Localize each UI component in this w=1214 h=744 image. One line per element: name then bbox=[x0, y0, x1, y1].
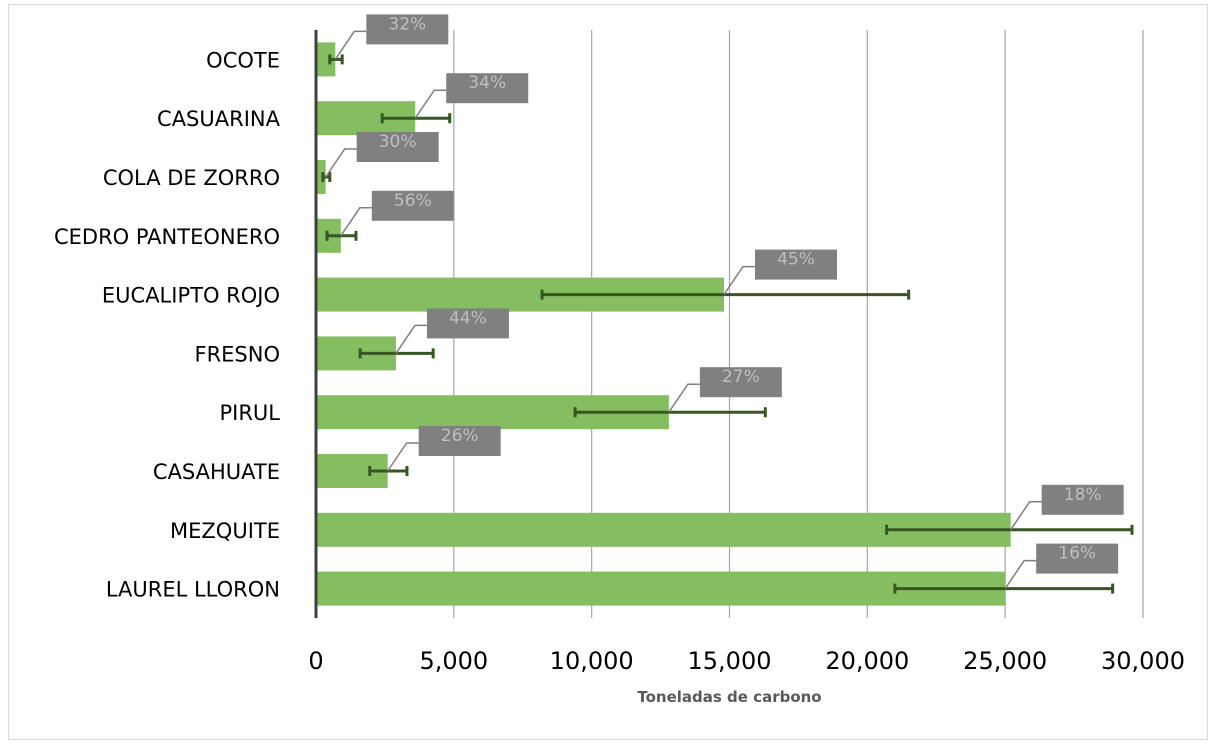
data-label: 16% bbox=[1058, 544, 1096, 564]
x-axis-title: Toneladas de carbono bbox=[637, 688, 821, 706]
category-label: MEZQUITE bbox=[170, 519, 280, 543]
category-label: CASAHUATE bbox=[153, 460, 280, 484]
x-tick-label: 20,000 bbox=[825, 647, 909, 675]
data-label-box bbox=[366, 14, 449, 45]
x-tick-label: 25,000 bbox=[963, 647, 1047, 675]
category-label: OCOTE bbox=[206, 48, 280, 72]
bar bbox=[317, 160, 326, 194]
data-label: 32% bbox=[388, 14, 426, 34]
category-label: EUCALIPTO ROJO bbox=[102, 284, 280, 308]
bar bbox=[317, 571, 1006, 606]
data-label: 34% bbox=[468, 73, 506, 93]
data-label: 44% bbox=[449, 308, 487, 328]
data-label-box bbox=[754, 249, 837, 280]
category-labels: OCOTE CASUARINA COLA DE ZORRO CEDRO PANTEON… bbox=[54, 48, 281, 601]
data-labels: 32% 34% 30% 56% 45% 44% 27% 26% 18% 16% bbox=[325, 14, 1124, 590]
data-label-box bbox=[356, 132, 439, 162]
data-label-leader bbox=[414, 89, 447, 119]
data-label: 45% bbox=[777, 250, 815, 270]
data-label-box bbox=[371, 190, 454, 221]
x-tick-label: 30,000 bbox=[1101, 647, 1185, 675]
data-label: 27% bbox=[722, 367, 760, 387]
data-label-leader bbox=[668, 383, 700, 413]
data-label-leader bbox=[334, 30, 367, 60]
bar bbox=[317, 42, 336, 77]
bars bbox=[317, 42, 1011, 606]
data-label-leader bbox=[325, 148, 357, 178]
x-tick-label: 0 bbox=[308, 647, 323, 675]
data-label: 18% bbox=[1064, 485, 1102, 505]
data-label: 56% bbox=[394, 191, 432, 211]
data-label-box bbox=[426, 308, 509, 339]
data-label-box bbox=[446, 73, 529, 104]
data-label: 30% bbox=[379, 132, 417, 152]
category-label: FRESNO bbox=[194, 342, 280, 366]
data-label-box bbox=[418, 426, 501, 456]
data-label-box bbox=[699, 367, 782, 398]
x-tick-labels: 0 5,000 10,000 15,000 20,000 25,000 30,000 bbox=[308, 647, 1185, 675]
data-label: 26% bbox=[441, 426, 479, 446]
data-label-leader bbox=[1004, 559, 1037, 590]
x-tick-label: 5,000 bbox=[419, 647, 488, 675]
data-label-box bbox=[1036, 543, 1119, 574]
category-label: CEDRO PANTEONERO bbox=[54, 225, 280, 249]
data-label-box bbox=[1041, 484, 1124, 515]
x-tick-label: 10,000 bbox=[550, 647, 634, 675]
data-label-leader bbox=[340, 207, 372, 237]
data-label-leader bbox=[395, 324, 427, 354]
category-label: LAUREL LLORON bbox=[106, 578, 280, 602]
category-label: COLA DE ZORRO bbox=[103, 166, 280, 190]
data-label-leader bbox=[1010, 501, 1042, 531]
category-label: CASUARINA bbox=[157, 107, 281, 131]
data-label-leader bbox=[387, 442, 419, 472]
category-label: PIRUL bbox=[219, 401, 280, 425]
x-tick-label: 15,000 bbox=[688, 647, 772, 675]
data-label-leader bbox=[723, 265, 755, 296]
chart-frame bbox=[8, 4, 1208, 740]
